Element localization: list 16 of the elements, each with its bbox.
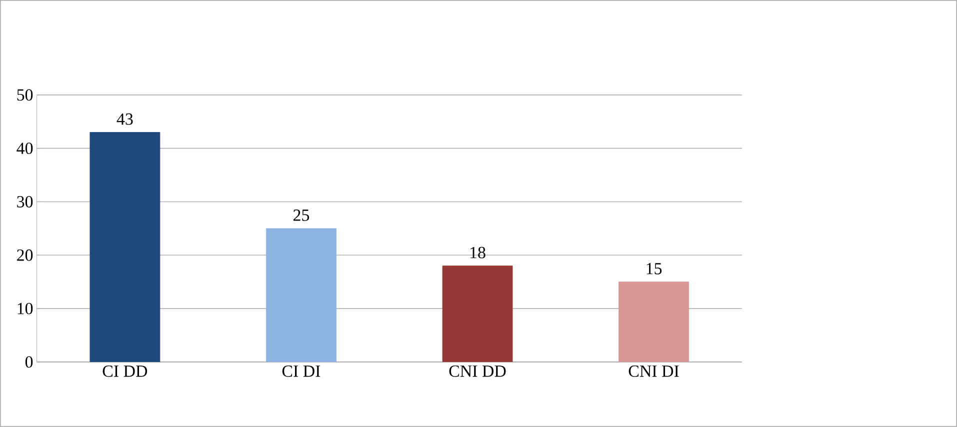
data-label: 43 xyxy=(116,113,133,125)
y-tick-label: 50 xyxy=(17,89,33,101)
y-tick-label: 20 xyxy=(17,249,33,261)
x-tick-label: CI DD xyxy=(102,366,148,377)
bar xyxy=(442,266,513,362)
y-tick-label: 40 xyxy=(16,142,33,154)
data-label: 18 xyxy=(470,246,486,258)
data-label: 25 xyxy=(294,210,310,221)
y-tick-label: 0 xyxy=(25,356,33,368)
bar xyxy=(618,282,689,362)
x-tick-label: CI DI xyxy=(282,366,320,377)
data-label: 15 xyxy=(646,263,662,274)
x-tick-label: CNI DD xyxy=(449,366,506,377)
y-tick-label: 10 xyxy=(18,302,33,314)
x-tick-label: CNI DI xyxy=(628,366,679,377)
y-tick-label: 30 xyxy=(17,196,33,208)
